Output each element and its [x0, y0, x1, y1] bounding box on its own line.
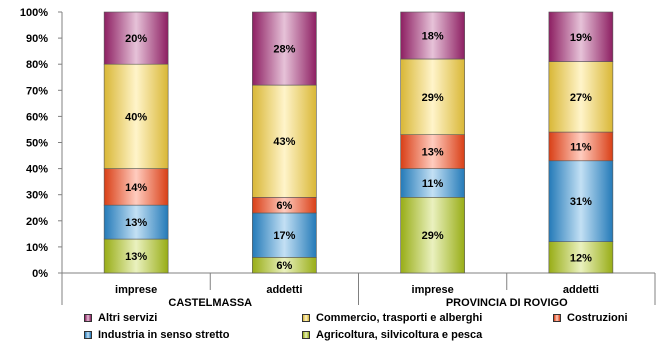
legend-swatch	[84, 331, 92, 339]
legend-swatch	[553, 314, 561, 322]
data-label: 28%	[273, 44, 295, 56]
bar-segment	[548, 61, 614, 133]
x-group-label: CASTELMASSA	[168, 297, 252, 306]
legend-swatch	[84, 314, 92, 322]
data-label: 18%	[422, 30, 444, 42]
data-label: 6%	[276, 200, 292, 212]
bar-segment	[400, 197, 465, 274]
bar-segment	[400, 168, 465, 198]
bar-segment	[103, 168, 169, 206]
data-label: 27%	[570, 92, 592, 104]
data-label: 12%	[570, 252, 592, 264]
bar-segment	[548, 131, 614, 162]
legend-label: Commercio, trasporti e alberghi	[316, 312, 483, 324]
bar-segment	[252, 212, 317, 258]
chart-bars: 13% 13% 14% 40% 20% 6% 17% 6% 43% 28% 29% 11% 13% 29%…	[103, 11, 614, 274]
legend-item-agricoltura: Agricoltura, silvicoltura e pesca	[302, 329, 482, 341]
data-label: 40%	[125, 111, 147, 123]
data-label: 13%	[422, 147, 444, 159]
x-group-label: PROVINCIA DI ROVIGO	[446, 297, 568, 306]
bar-segment	[103, 238, 169, 274]
y-tick-label: 60%	[26, 111, 48, 123]
bar-segment	[400, 134, 465, 169]
bar-segment	[103, 11, 169, 65]
x-category-label: imprese	[412, 284, 454, 296]
data-label: 29%	[422, 230, 444, 242]
y-tick-label: 10%	[26, 242, 48, 254]
x-axis-labels: imprese addetti imprese addetti CASTELMASSA P…	[115, 284, 599, 306]
legend-swatch	[302, 314, 310, 322]
y-tick-label: 30%	[26, 190, 48, 202]
bar-segment	[252, 84, 317, 198]
bar-segment	[548, 160, 614, 242]
data-label: 13%	[125, 251, 147, 263]
chart-axes: 0% 10% 20% 30% 40% 50% 60% 70% 80% 90% 100%	[20, 7, 656, 305]
y-tick-label: 100%	[20, 7, 48, 19]
bar-segment	[548, 241, 614, 274]
x-category-label: addetti	[563, 284, 599, 296]
x-category-label: addetti	[266, 284, 302, 296]
legend-item-costruzioni: Costruzioni	[553, 312, 628, 324]
legend-label: Agricoltura, silvicoltura e pesca	[316, 329, 483, 341]
bar-segment	[400, 11, 465, 60]
bar-segment	[400, 58, 465, 135]
y-tick-label: 90%	[26, 33, 48, 45]
legend-item-altri-servizi: Altri servizi	[84, 312, 157, 324]
data-label: 11%	[570, 141, 592, 153]
x-category-label: imprese	[115, 284, 157, 296]
legend-label: Costruzioni	[567, 312, 628, 324]
y-tick-label: 40%	[26, 164, 48, 176]
bar-segment	[252, 11, 317, 86]
bar-segment	[103, 204, 169, 240]
data-label: 19%	[570, 32, 592, 44]
data-label: 43%	[273, 136, 295, 148]
y-tick-label: 20%	[26, 216, 48, 228]
bar-segment	[548, 11, 614, 62]
data-label: 29%	[422, 92, 444, 104]
chart-legend: Altri servizi Commercio, trasporti e alb…	[0, 306, 670, 364]
data-label: 20%	[125, 33, 147, 45]
y-tick-label: 0%	[32, 268, 48, 280]
legend-label: Industria in senso stretto	[98, 329, 230, 341]
data-label: 17%	[273, 230, 295, 242]
y-tick-label: 80%	[26, 59, 48, 71]
data-label: 14%	[125, 182, 147, 194]
legend-item-industria: Industria in senso stretto	[84, 329, 229, 341]
legend-item-commercio: Commercio, trasporti e alberghi	[302, 312, 482, 324]
data-label: 13%	[125, 217, 147, 229]
stacked-bar-chart: 0%10%20%30%40%50%60%70%80%90%100% 13%13%…	[20, 7, 656, 306]
legend-swatch	[302, 331, 310, 339]
y-tick-label: 50%	[26, 138, 48, 150]
data-label: 11%	[422, 178, 444, 190]
y-tick-label: 70%	[26, 85, 48, 97]
bar-segment	[103, 63, 169, 169]
legend-label: Altri servizi	[98, 312, 158, 324]
data-label: 31%	[570, 196, 592, 208]
data-label: 6%	[276, 260, 292, 272]
